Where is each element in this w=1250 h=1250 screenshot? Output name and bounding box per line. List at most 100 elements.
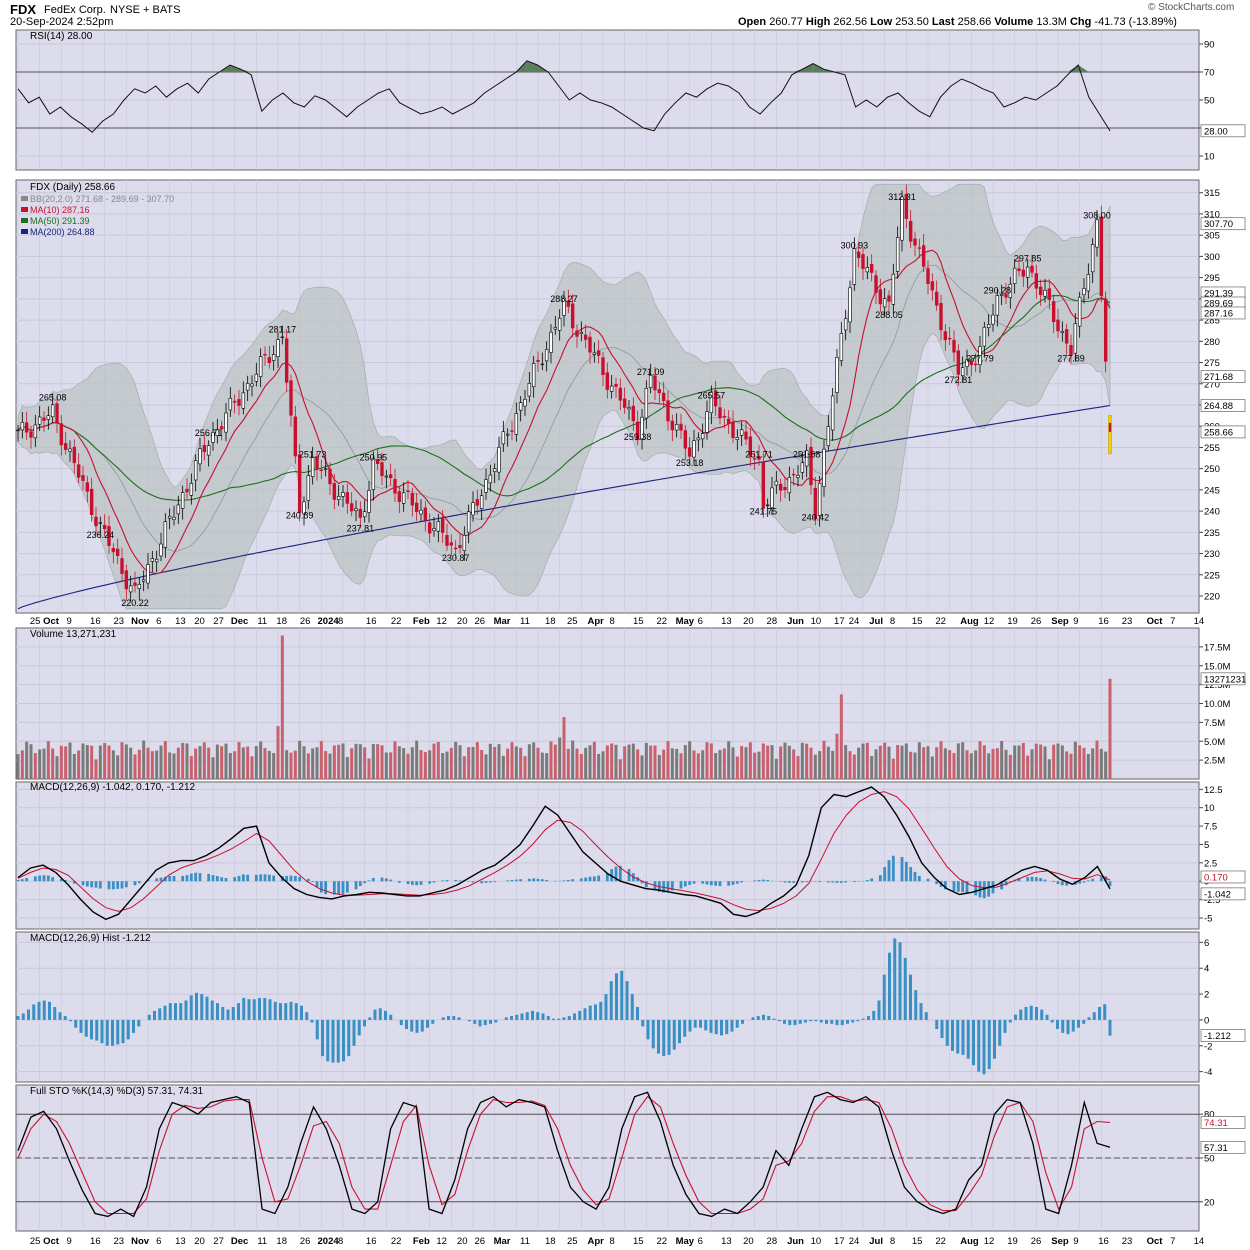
hist-bar	[95, 1019, 99, 1041]
volume-bar	[865, 742, 869, 779]
rsi-overbought-fill	[240, 69, 252, 72]
candle-body	[267, 357, 272, 363]
candle-body	[1082, 288, 1086, 296]
bottom-date-label: Oct	[1147, 1236, 1164, 1247]
hist-bar	[1014, 1014, 1017, 1020]
hist-bar	[32, 1004, 36, 1020]
price-right-label: 307.70	[1204, 219, 1233, 230]
hist-bar	[987, 1019, 991, 1070]
candle-body	[718, 407, 722, 419]
bottom-date-label: 18	[276, 1236, 287, 1247]
candle-body	[466, 511, 471, 533]
hist-bar	[58, 1012, 62, 1020]
candle-body	[245, 383, 250, 391]
macd-hist-bar	[870, 878, 874, 882]
candle-body	[913, 238, 917, 246]
macd-signal-value-box	[1200, 870, 1246, 884]
candle-body	[419, 509, 423, 515]
candle-body	[540, 363, 545, 366]
hist-bar	[90, 1019, 93, 1040]
candle-body	[778, 483, 783, 491]
hist-bar	[693, 1019, 697, 1028]
volume-bar	[727, 741, 731, 779]
hist-bar	[342, 1019, 345, 1062]
candle-body	[128, 585, 133, 593]
macd-hist-bar	[588, 876, 592, 882]
candle-body	[965, 359, 969, 367]
price-tick-label: 235	[1204, 528, 1220, 539]
volume-bar	[506, 748, 510, 779]
price-right-label: 271.68	[1204, 372, 1233, 383]
candle-body	[744, 431, 748, 440]
hist-bar	[809, 1019, 813, 1022]
hist-bar	[279, 1003, 282, 1020]
volume-bar	[150, 751, 154, 779]
candle-body	[1025, 266, 1030, 278]
macd-hist-bar	[293, 875, 297, 882]
hist-bar	[609, 981, 613, 1020]
candle-body	[254, 373, 259, 382]
candle-body	[1064, 329, 1069, 344]
legend-swatch	[21, 207, 28, 212]
price-annotation: 281.17	[269, 324, 297, 334]
candle-body	[926, 268, 930, 284]
candle-body	[683, 430, 688, 449]
macd-panel-bg	[15, 781, 1200, 930]
volume-bar	[696, 753, 700, 779]
candle-body	[137, 584, 142, 589]
ma200-line	[17, 404, 1111, 610]
volume-bar	[731, 747, 735, 779]
hist-bar	[720, 1019, 723, 1036]
hist-bar	[835, 1019, 839, 1026]
macd-hist-bar	[536, 878, 540, 882]
price-tick-label: 240	[1204, 507, 1220, 518]
candle-body	[224, 412, 228, 433]
hist-bar	[126, 1019, 130, 1040]
hist-bar	[289, 1001, 293, 1020]
hist-bar	[48, 1001, 51, 1020]
macd-hist-bar	[484, 881, 488, 883]
hist-bar	[672, 1019, 676, 1050]
bottom-date-label: Nov	[131, 1236, 150, 1247]
volume-bar	[324, 751, 328, 779]
date-label: 22	[935, 616, 946, 627]
date-label: Jun	[787, 616, 804, 627]
volume-bar	[68, 742, 72, 779]
date-label: 18	[276, 616, 287, 627]
volume-bar	[549, 741, 553, 779]
volume-tick-label: 15.0M	[1204, 661, 1230, 672]
candle-body	[336, 496, 341, 500]
macd-hist-bar	[545, 880, 549, 882]
candle-body	[375, 459, 380, 465]
volume-bar	[631, 743, 635, 779]
volume-bar	[536, 747, 540, 779]
volume-bar	[207, 747, 211, 779]
volume-bar	[111, 750, 115, 779]
macd-hist-bar	[753, 880, 757, 882]
hist-bar	[851, 1019, 855, 1023]
price-tick-label: 230	[1204, 549, 1220, 560]
bottom-date-label: 12	[436, 1236, 447, 1247]
candle-body	[614, 384, 618, 387]
price-tick-label: 270	[1204, 379, 1220, 390]
hist-bar	[767, 1016, 771, 1020]
volume-bar	[909, 751, 913, 779]
candle-body	[202, 445, 207, 453]
candle-body	[726, 418, 731, 425]
candle-body	[917, 247, 922, 249]
hist-bar	[373, 1009, 377, 1020]
macd-hist-bar	[865, 880, 869, 882]
hist-bar	[599, 1001, 603, 1020]
hist-bar	[1035, 1007, 1038, 1020]
volume-bar	[753, 752, 757, 779]
price-tick-label: 285	[1204, 316, 1220, 327]
volume-bar	[42, 748, 46, 779]
candle-body	[46, 415, 51, 420]
hist-bar	[237, 1003, 240, 1020]
stochastic-panel: 80 50 20 Full STO %K(14,3) %D(3) 57.31, 74.…	[15, 1084, 1246, 1232]
bottom-date-label: 26	[1031, 1236, 1042, 1247]
price-annotation: 312.31	[888, 192, 916, 202]
candle-body	[302, 501, 306, 515]
candle-body	[98, 522, 103, 524]
macd-line	[17, 786, 1111, 921]
